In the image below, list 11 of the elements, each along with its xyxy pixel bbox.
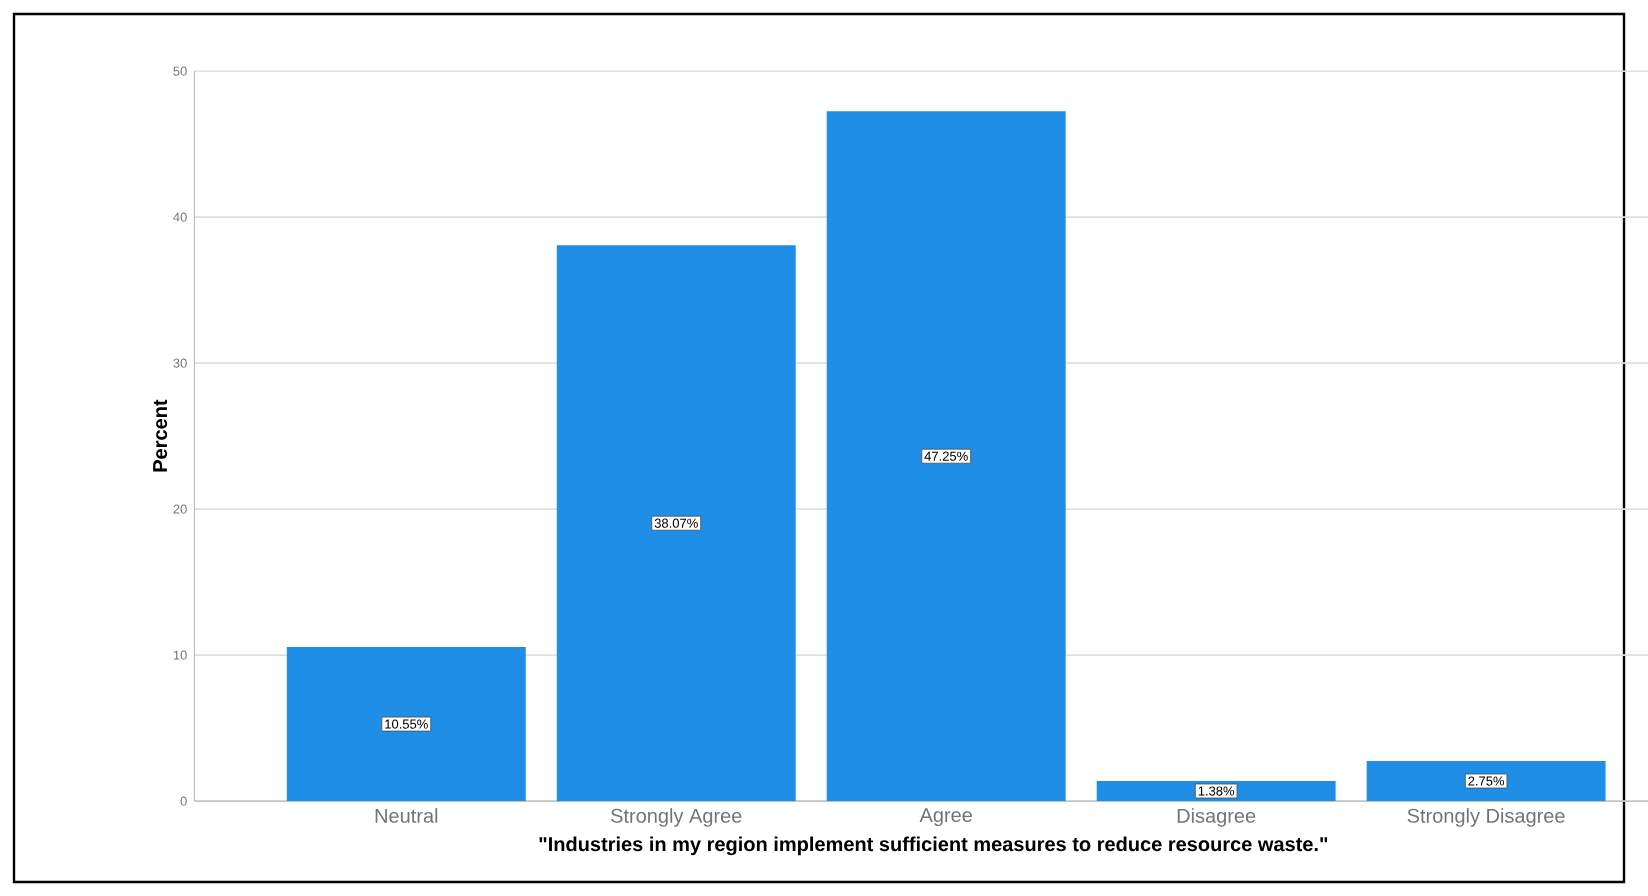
x-tick-label: Neutral <box>375 808 438 823</box>
bar <box>556 245 796 802</box>
x-tick-label: Strongly Disagree <box>1407 808 1565 827</box>
bar <box>826 111 1066 802</box>
x-tick-label: Agree <box>919 808 972 827</box>
bar <box>286 647 526 802</box>
x-tick-label: Strongly Agree <box>611 808 742 827</box>
x-tick-label: Disagree <box>1177 808 1256 827</box>
y-axis-title: Percent <box>153 399 168 472</box>
x-axis-title: "Industries in my region implement sufficient measures to reduce resource waste." <box>539 836 1328 856</box>
bar <box>1366 760 1606 802</box>
